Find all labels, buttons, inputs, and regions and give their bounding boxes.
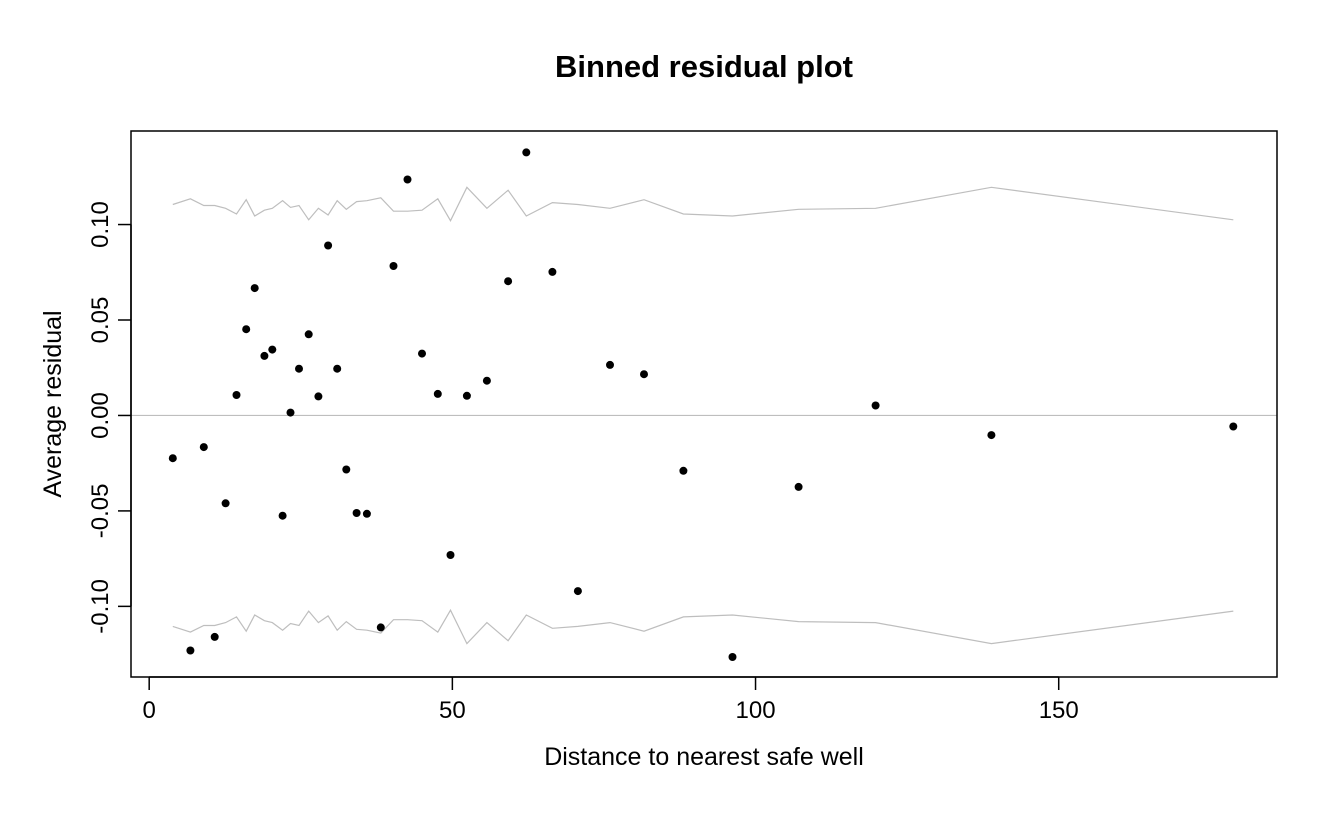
data-point (462, 391, 471, 400)
data-point (679, 466, 688, 475)
chart-title: Binned residual plot (555, 49, 853, 84)
data-point (794, 482, 803, 491)
data-point (250, 284, 259, 293)
y-tick-label: -0.10 (87, 579, 114, 634)
data-point (286, 408, 295, 417)
data-point (278, 511, 287, 520)
data-point (1229, 422, 1238, 431)
plot-frame (130, 130, 1278, 678)
x-tick-label: 100 (736, 697, 776, 724)
binned-points (168, 148, 1238, 661)
data-point (295, 364, 303, 373)
data-point (268, 345, 277, 354)
data-point (606, 360, 614, 369)
data-point (260, 351, 269, 360)
confidence-bounds (172, 186, 1234, 645)
x-axis-label: Distance to nearest safe well (544, 743, 864, 771)
data-point (418, 349, 426, 358)
data-point (199, 443, 208, 452)
data-point (640, 370, 648, 379)
y-axis-label: Average residual (39, 310, 67, 497)
data-point (333, 364, 342, 373)
data-point (342, 465, 351, 474)
data-point (232, 391, 241, 399)
data-point (210, 632, 219, 641)
y-tick-label: 0.10 (87, 201, 114, 248)
y-tick-label: -0.05 (87, 484, 114, 539)
x-tick-label: 150 (1039, 697, 1079, 724)
data-point (522, 148, 531, 157)
data-point (403, 175, 412, 184)
data-point (548, 267, 557, 276)
data-point (242, 325, 251, 334)
y-tick-label: 0.00 (87, 392, 114, 439)
data-point (352, 509, 361, 517)
data-point (871, 401, 880, 410)
y-axis: -0.10 -0.05 0.00 0.05 0.10 (87, 201, 132, 634)
data-point (573, 587, 582, 596)
data-point (324, 241, 333, 250)
x-tick-label: 0 (143, 697, 156, 724)
data-point (389, 262, 398, 270)
x-axis: 0 50 100 150 (143, 676, 1079, 724)
upper-bound-line (172, 186, 1234, 222)
data-point (504, 277, 513, 286)
data-point (362, 509, 371, 518)
data-point (987, 431, 996, 440)
data-point (728, 653, 737, 661)
data-point (221, 499, 230, 508)
x-tick-label: 50 (439, 697, 466, 724)
data-point (446, 551, 455, 559)
data-point (376, 623, 385, 632)
data-point (314, 392, 323, 401)
lower-bound-line (172, 608, 1234, 645)
data-point (186, 646, 195, 655)
data-point (168, 454, 177, 463)
data-point (304, 330, 313, 339)
data-point (433, 389, 442, 398)
data-point (482, 376, 491, 385)
y-tick-label: 0.05 (87, 297, 114, 344)
